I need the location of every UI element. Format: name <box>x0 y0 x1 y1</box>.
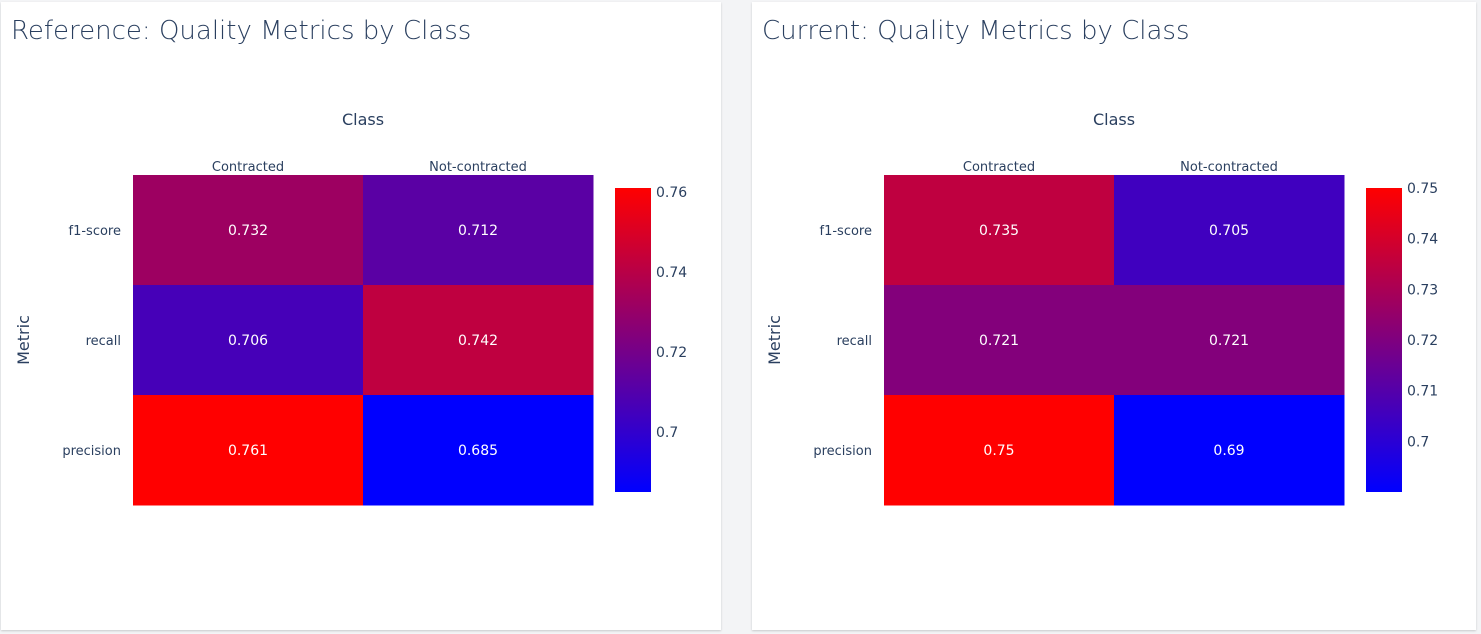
cell-value-label: 0.705 <box>1209 223 1249 239</box>
cell-value-label: 0.761 <box>228 443 268 459</box>
cell-value-label: 0.735 <box>979 223 1019 239</box>
heatmap-cell <box>133 285 364 396</box>
heatmap-cell <box>884 175 1115 286</box>
chart-title: Current: Quality Metrics by Class <box>762 16 1190 46</box>
x-tick-label: Not-contracted <box>429 160 527 175</box>
y-axis-title: Metric <box>14 315 33 365</box>
cell-value-label: 0.69 <box>1213 443 1244 459</box>
heatmap-cell <box>1114 175 1345 286</box>
cell-value-label: 0.712 <box>458 223 498 239</box>
colorbar-tick-label: 0.75 <box>1407 181 1438 197</box>
x-tick-label: Not-contracted <box>1180 160 1278 175</box>
colorbar-tick-label: 0.72 <box>1407 333 1438 349</box>
y-tick-label: f1-score <box>69 224 121 239</box>
y-tick-label: recall <box>86 334 121 349</box>
y-tick-label: f1-score <box>820 224 872 239</box>
heatmap-cell <box>363 175 594 286</box>
heatmap-cell <box>133 175 364 286</box>
y-tick-label: precision <box>813 444 872 459</box>
colorbar-tick-label: 0.72 <box>656 345 687 361</box>
colorbar-tick-label: 0.7 <box>656 425 678 441</box>
colorbar-tick-label: 0.7 <box>1407 434 1429 450</box>
cell-value-label: 0.732 <box>228 223 268 239</box>
y-tick-label: recall <box>837 334 872 349</box>
heatmap-cell <box>1114 285 1345 396</box>
reference-heatmap-panel: Reference: Quality Metrics by Class 0.73… <box>1 2 721 630</box>
heatmap-cell <box>884 285 1115 396</box>
heatmap-cell <box>1114 395 1345 506</box>
heatmap-cell <box>363 285 594 396</box>
chart-title: Reference: Quality Metrics by Class <box>11 16 472 46</box>
x-tick-label: Contracted <box>963 160 1035 175</box>
colorbar-tick-label: 0.76 <box>656 185 687 201</box>
y-axis-title: Metric <box>765 315 784 365</box>
cell-value-label: 0.721 <box>1209 333 1249 349</box>
reference-heatmap: 0.732 0.712 0.706 0.742 0.761 0.685 Contracted… <box>14 110 687 506</box>
colorbar <box>615 188 651 492</box>
cell-value-label: 0.685 <box>458 443 498 459</box>
colorbar-tick-label: 0.73 <box>1407 282 1438 298</box>
colorbar-tick-label: 0.71 <box>1407 384 1438 400</box>
heatmap-cell <box>363 395 594 506</box>
cell-value-label: 0.75 <box>983 443 1014 459</box>
heatmap-cell <box>884 395 1115 506</box>
colorbar-tick-label: 0.74 <box>656 265 687 281</box>
current-heatmap-panel: Current: Quality Metrics by Class 0.735 0… <box>752 2 1476 630</box>
cell-value-label: 0.721 <box>979 333 1019 349</box>
x-axis-title: Class <box>342 110 384 129</box>
cell-value-label: 0.742 <box>458 333 498 349</box>
cell-value-label: 0.706 <box>228 333 268 349</box>
x-tick-label: Contracted <box>212 160 284 175</box>
colorbar-tick-label: 0.74 <box>1407 232 1438 248</box>
heatmap-cell <box>133 395 364 506</box>
x-axis-title: Class <box>1093 110 1135 129</box>
colorbar <box>1366 188 1402 492</box>
current-heatmap: 0.735 0.705 0.721 0.721 0.75 0.69 Contracted No… <box>765 110 1438 506</box>
y-tick-label: precision <box>62 444 121 459</box>
